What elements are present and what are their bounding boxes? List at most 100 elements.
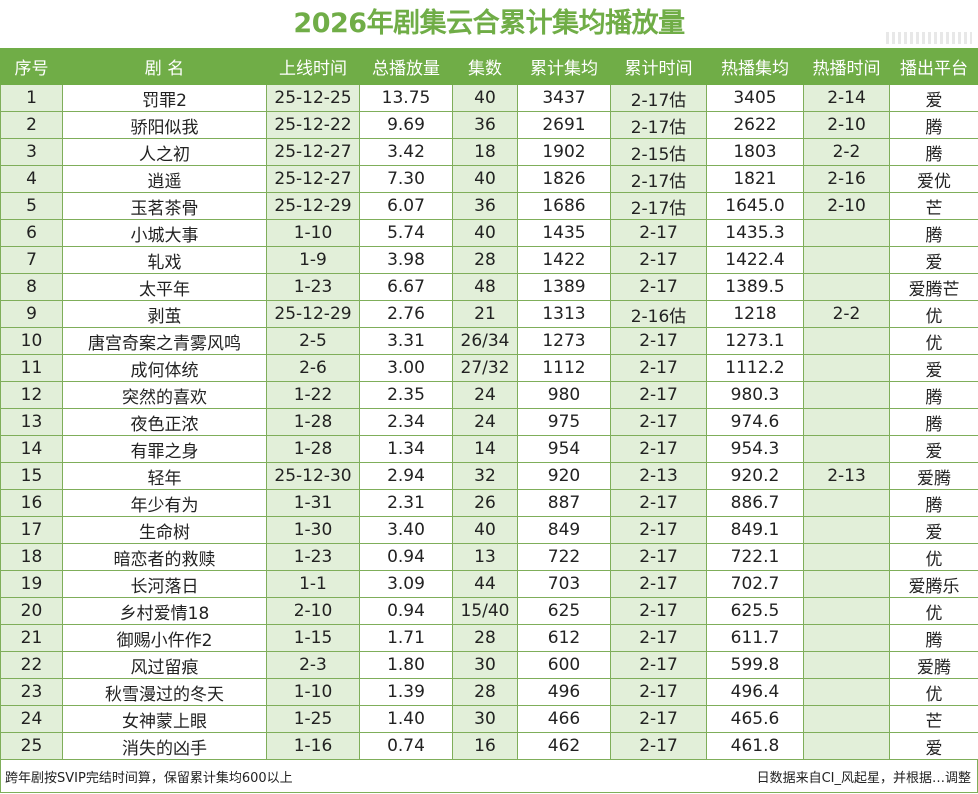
table-cell: 28 [452,678,518,706]
table-cell: 40 [452,165,518,193]
table-cell: 优 [889,300,978,328]
table-cell: 980 [517,381,611,409]
table-cell: 1-10 [266,219,360,247]
table-cell: 2-17 [610,705,707,733]
table-cell: 2-15估 [610,138,707,166]
table-cell: 1218 [706,300,804,328]
table-cell: 496 [517,678,611,706]
table-cell: 40 [452,219,518,247]
table-cell: 599.8 [706,651,804,679]
table-cell: 2-17估 [610,165,707,193]
table-cell: 48 [452,273,518,301]
table-cell: 14 [0,435,63,463]
table-cell: 成何体统 [62,354,267,382]
table-cell: 21 [0,624,63,652]
table-cell: 2-5 [266,327,360,355]
table-cell: 10 [0,327,63,355]
table-cell: 2.94 [359,462,453,490]
table-cell: 1422 [517,246,611,274]
table-cell [803,678,890,706]
table-cell: 496.4 [706,678,804,706]
table-cell: 1821 [706,165,804,193]
table-cell: 25 [0,732,63,760]
table-cell: 22 [0,651,63,679]
table-cell: 27/32 [452,354,518,382]
table-cell: 18 [0,543,63,571]
table-cell: 849 [517,516,611,544]
table-cell: 466 [517,705,611,733]
column-header: 热播集均 [706,48,804,85]
table-cell: 2-17 [610,273,707,301]
table-row: 23 秋雪漫过的冬天 1-10 1.39 28 496 2-17 496.4 优 [0,678,978,706]
table-cell: 爱优 [889,165,978,193]
table-cell: 1.40 [359,705,453,733]
column-header: 剧 名 [62,48,267,85]
table-cell: 44 [452,570,518,598]
table-cell: 2-17 [610,597,707,625]
table-cell [803,597,890,625]
column-header: 上线时间 [266,48,360,85]
table-cell: 26 [452,489,518,517]
table-cell: 28 [452,246,518,274]
table-cell: 爱 [889,246,978,274]
table-cell: 2-17估 [610,192,707,220]
table-cell: 9.69 [359,111,453,139]
table-cell: 6 [0,219,63,247]
table-cell: 26/34 [452,327,518,355]
table-row: 13 夜色正浓 1-28 2.34 24 975 2-17 974.6 腾 [0,408,978,436]
table-cell: 2-17 [610,354,707,382]
table-cell: 2 [0,111,63,139]
table-cell: 24 [452,408,518,436]
table-cell: 0.74 [359,732,453,760]
table-cell: 1-31 [266,489,360,517]
table-cell: 1-15 [266,624,360,652]
table-cell: 1-9 [266,246,360,274]
table-cell: 920 [517,462,611,490]
table-cell: 24 [0,705,63,733]
table-cell: 2-17 [610,408,707,436]
table-cell: 611.7 [706,624,804,652]
table-cell: 1-25 [266,705,360,733]
table-cell: 腾 [889,408,978,436]
table-cell: 1-22 [266,381,360,409]
table-cell: 4 [0,165,63,193]
table-cell: 1-28 [266,435,360,463]
table-cell: 腾 [889,111,978,139]
blurred-text [886,32,972,44]
table-cell: 1826 [517,165,611,193]
table-cell [803,705,890,733]
table-cell: 40 [452,84,518,112]
table-cell: 1686 [517,192,611,220]
table-cell: 3.40 [359,516,453,544]
table-cell: 剥茧 [62,300,267,328]
table-cell: 8 [0,273,63,301]
table-cell: 12 [0,381,63,409]
table-cell: 2.34 [359,408,453,436]
table-cell: 1-28 [266,408,360,436]
table-cell: 15/40 [452,597,518,625]
table-cell: 2-16估 [610,300,707,328]
table-row: 9 剥茧 25-12-29 2.76 21 1313 2-16估 1218 2-2 优 [0,300,978,328]
table-cell: 1.39 [359,678,453,706]
table-cell: 1-1 [266,570,360,598]
table-cell: 1422.4 [706,246,804,274]
table-cell: 974.6 [706,408,804,436]
table-cell: 秋雪漫过的冬天 [62,678,267,706]
table-cell: 23 [0,678,63,706]
table-cell: 爱 [889,435,978,463]
table-cell: 1112.2 [706,354,804,382]
table-cell: 2622 [706,111,804,139]
table-cell: 13 [452,543,518,571]
table-cell: 14 [452,435,518,463]
table-cell: 28 [452,624,518,652]
table-cell: 32 [452,462,518,490]
table-cell: 女神蒙上眼 [62,705,267,733]
table-row: 3 人之初 25-12-27 3.42 18 1902 2-15估 1803 2-2 腾 [0,138,978,166]
table-cell: 920.2 [706,462,804,490]
table-cell: 骄阳似我 [62,111,267,139]
table-cell [803,381,890,409]
table-row: 17 生命树 1-30 3.40 40 849 2-17 849.1 爱 [0,516,978,544]
table-cell: 1389.5 [706,273,804,301]
column-header: 累计时间 [610,48,707,85]
table-cell [803,435,890,463]
